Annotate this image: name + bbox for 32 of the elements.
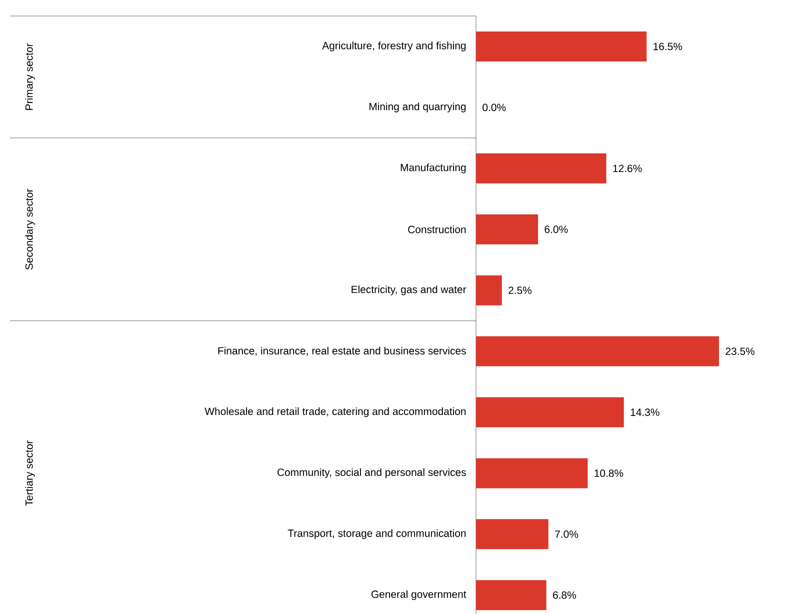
y-tick-label: Transport, storage and communication bbox=[288, 529, 466, 540]
bar bbox=[476, 214, 538, 244]
y-tick-label: General government bbox=[371, 590, 466, 600]
y-tick-label: Finance, insurance, real estate and business services bbox=[218, 346, 466, 356]
bar bbox=[476, 458, 588, 488]
text: Tertiary sector bbox=[25, 440, 35, 506]
bar bbox=[476, 275, 502, 306]
text: Primary sector bbox=[25, 43, 35, 110]
bar bbox=[476, 519, 548, 550]
y-tick-label: Construction bbox=[408, 226, 466, 234]
data-label: 16.5% bbox=[654, 42, 682, 50]
data-label: 2.5% bbox=[508, 286, 532, 294]
y-tick-label: Wholesale and retail trade, catering and accommodation bbox=[204, 407, 466, 418]
y-tick-label: Electricity, gas and water bbox=[352, 285, 466, 296]
data-label: 14.3% bbox=[630, 408, 660, 416]
data-label: 12.6% bbox=[613, 164, 642, 172]
bar bbox=[476, 153, 606, 184]
bar bbox=[476, 31, 647, 62]
data-label: 7.0% bbox=[555, 530, 578, 538]
y-tick-label: Community, social and personal services bbox=[278, 468, 466, 478]
y-tick-label: Mining and quarrying bbox=[369, 102, 466, 112]
data-label: 6.0% bbox=[544, 226, 568, 234]
data-label: 23.5% bbox=[726, 348, 754, 355]
y-tick-label: Agriculture, forestry and fishing bbox=[322, 42, 466, 52]
text: Secondary sector bbox=[25, 188, 35, 270]
y-tick-label: Manufacturing bbox=[400, 164, 466, 174]
bar bbox=[476, 336, 720, 366]
data-label: 10.8% bbox=[594, 469, 624, 477]
bar bbox=[476, 580, 546, 610]
data-label: 0.0% bbox=[482, 104, 506, 112]
bar bbox=[476, 397, 624, 428]
data-label: 6.8% bbox=[553, 591, 576, 599]
